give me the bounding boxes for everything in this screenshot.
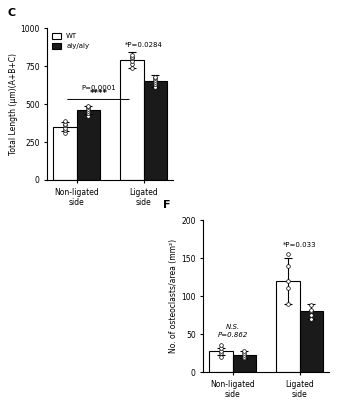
Point xyxy=(218,342,223,348)
Point xyxy=(86,108,91,114)
Text: C: C xyxy=(7,8,16,18)
Point xyxy=(242,350,247,356)
Point xyxy=(153,84,158,90)
Point xyxy=(86,110,91,116)
Text: F: F xyxy=(163,200,171,210)
Point xyxy=(129,64,135,71)
Text: P=0.0001: P=0.0001 xyxy=(81,85,116,91)
Point xyxy=(242,355,247,362)
Bar xyxy=(276,281,300,372)
Point xyxy=(242,351,247,358)
Y-axis label: Total Length (μm)(A+B+C): Total Length (μm)(A+B+C) xyxy=(9,53,18,155)
Point xyxy=(309,302,314,308)
Bar xyxy=(300,311,323,372)
Point xyxy=(218,354,223,360)
Point xyxy=(62,130,67,136)
Point xyxy=(86,102,91,109)
Point xyxy=(62,118,67,125)
Point xyxy=(129,54,135,60)
Bar xyxy=(209,352,233,372)
Point xyxy=(218,350,223,356)
Bar xyxy=(77,110,100,180)
Point xyxy=(62,122,67,128)
Bar xyxy=(233,354,256,372)
Point xyxy=(153,76,158,83)
Point xyxy=(309,312,314,318)
Point xyxy=(218,348,223,354)
Point xyxy=(86,104,91,110)
Point xyxy=(153,74,158,80)
Text: *P=0.033: *P=0.033 xyxy=(283,242,317,248)
Point xyxy=(153,79,158,85)
Point xyxy=(129,55,135,62)
Point xyxy=(218,344,223,351)
Text: P=0.862: P=0.862 xyxy=(217,332,248,338)
Point xyxy=(242,354,247,360)
Point xyxy=(86,113,91,119)
Text: ****: **** xyxy=(89,89,107,98)
Bar xyxy=(120,60,144,180)
Point xyxy=(309,306,314,313)
Point xyxy=(285,262,291,269)
Point xyxy=(309,308,314,314)
Text: N.S.: N.S. xyxy=(225,324,240,330)
Point xyxy=(62,127,67,133)
Point xyxy=(285,300,291,307)
Point xyxy=(285,278,291,284)
Point xyxy=(62,125,67,132)
Point xyxy=(153,75,158,81)
Point xyxy=(86,106,91,112)
Point xyxy=(242,348,247,354)
Point xyxy=(309,316,314,322)
Point xyxy=(153,81,158,88)
Point xyxy=(129,58,135,65)
Bar xyxy=(53,127,77,180)
Bar xyxy=(144,81,167,180)
Point xyxy=(129,61,135,68)
Point xyxy=(129,52,135,58)
Text: *P=0.0284: *P=0.0284 xyxy=(125,42,163,48)
Point xyxy=(285,285,291,292)
Y-axis label: No. of osteoclasts/area (mm²): No. of osteoclasts/area (mm²) xyxy=(170,239,178,353)
Legend: WT, aly/aly: WT, aly/aly xyxy=(51,32,91,51)
Point xyxy=(62,120,67,127)
Point xyxy=(285,251,291,258)
